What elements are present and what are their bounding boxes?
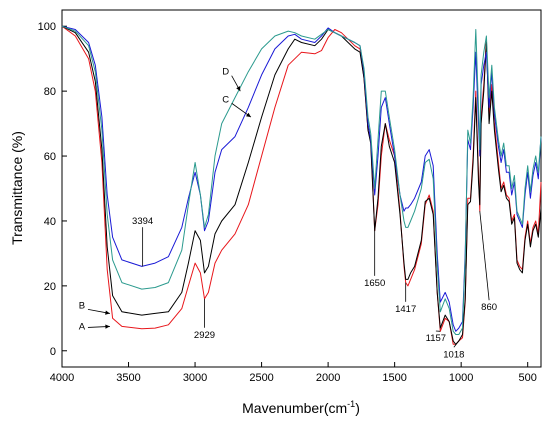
x-tick-label: 2500 [249,372,273,384]
peak-label-1157: 1157 [426,333,446,344]
series-label-a: A [79,321,86,332]
x-tick-label: 500 [519,372,537,384]
annotation-leader [453,340,460,348]
y-tick-label: 20 [44,281,56,293]
peak-label-1417: 1417 [395,304,416,315]
axis-ticks: 4000 3500 3000 2500 2000 1500 1000 500 0 20 40 60 80… [38,21,537,384]
peak-label-3394: 3394 [132,216,153,227]
x-tick-label: 3000 [183,372,207,384]
y-tick-label: 100 [38,21,56,33]
series-line-d [61,25,542,335]
y-axis-title: Transmittance (%) [9,131,25,245]
series-label-c: C [222,94,229,105]
arrowhead-icon [105,310,110,315]
series-label-d: D [222,67,229,78]
peak-label-2929: 2929 [194,330,215,341]
arrowhead-icon [236,86,241,92]
y-tick-label: 0 [50,346,56,358]
x-tick-label: 2000 [316,372,340,384]
peak-label-860: 860 [481,302,497,313]
peak-annotations: 3394 2929 1650 1417 1157 1018 860 [132,211,497,360]
series-lines [61,25,542,345]
peak-label-1018: 1018 [443,349,464,360]
x-tick-label: 1000 [449,372,473,384]
y-tick-label: 60 [44,151,56,163]
arrowhead-icon [246,112,251,118]
series-label-b: B [79,300,85,311]
x-tick-label: 4000 [50,372,74,384]
y-tick-label: 80 [44,86,56,98]
annotation-leader [479,211,490,301]
series-line-b [61,25,542,345]
series-labels: D C BA [79,67,252,332]
y-tick-label: 40 [44,216,56,228]
series-line-a [61,25,542,345]
x-axis-title: Mavenumber(cm-1) [242,399,360,416]
series-line-c [61,25,542,332]
arrowhead-icon [105,324,110,329]
peak-label-1650: 1650 [364,278,385,289]
x-tick-label: 3500 [116,372,140,384]
x-tick-label: 1500 [382,372,406,384]
